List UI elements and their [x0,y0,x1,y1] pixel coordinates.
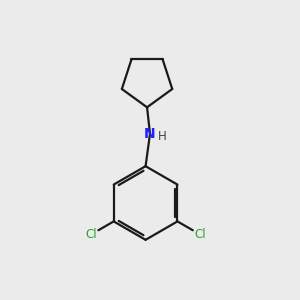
Text: N: N [144,127,156,141]
Text: Cl: Cl [195,228,206,241]
Text: Cl: Cl [85,228,97,241]
Text: H: H [158,130,167,143]
